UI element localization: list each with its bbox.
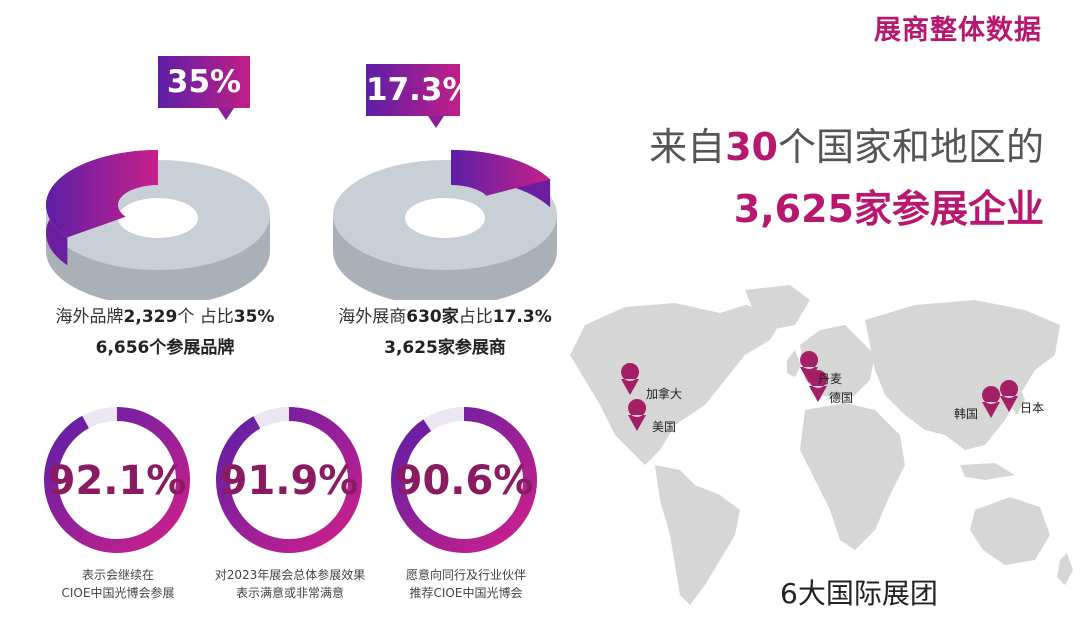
map-north-america xyxy=(570,303,785,465)
headline-pre: 来自 xyxy=(649,125,726,169)
headline-countries: 来自30个国家和地区的 xyxy=(649,116,1044,171)
pie2-callout-tail xyxy=(428,116,444,128)
label-usa: 美国 xyxy=(652,420,677,434)
ring3-arc xyxy=(391,407,537,553)
pin-denmark-icon xyxy=(800,351,819,383)
map-indonesia xyxy=(960,463,1015,480)
pie1-caption-pre: 海外品牌 xyxy=(55,307,124,327)
ring1-caption: 表示会继续在 CIOE中国光博会参展 xyxy=(18,566,218,602)
map-africa xyxy=(800,403,905,550)
pie1-total: 6,656个参展品牌 xyxy=(95,338,235,358)
ring-charts: 92.1% 91.9% 90.6% xyxy=(44,407,537,553)
pie2-caption: 海外展商630家占比17.3% xyxy=(310,302,580,327)
map-title: 6大国际展团 xyxy=(780,577,938,610)
pie1-callout-box: 35% xyxy=(158,56,250,108)
ring2-caption-line1: 对2023年展会总体参展效果 xyxy=(214,568,366,582)
label-japan: 日本 xyxy=(1020,401,1045,415)
ring3-caption: 愿意向同行及行业伙伴 推荐CIOE中国光博会 xyxy=(366,566,566,602)
map-australia xyxy=(970,497,1050,565)
ring2-caption: 对2023年展会总体参展效果 表示满意或非常满意 xyxy=(190,566,390,602)
ring3-caption-line1: 愿意向同行及行业伙伴 xyxy=(405,568,526,582)
pie1-callout: 35% xyxy=(158,56,250,120)
pie1-caption-pct: 35% xyxy=(233,307,275,327)
map-pins xyxy=(621,351,1019,431)
pie1-caption-mid: 个 占比 xyxy=(177,307,234,327)
label-korea: 韩国 xyxy=(954,407,979,421)
ring2-arc xyxy=(216,407,362,553)
map-land xyxy=(570,285,1073,605)
ring1-arc xyxy=(44,407,190,553)
pie2-hole xyxy=(405,198,485,238)
world-map xyxy=(570,285,1073,605)
ring1-value-label: 92.1% xyxy=(48,458,187,504)
pie1-caption: 海外品牌2,329个 占比35% xyxy=(30,302,300,327)
pie2-slice-highlight xyxy=(451,150,551,196)
pie2-callout: 17.3% xyxy=(366,64,474,128)
pin-canada-icon xyxy=(621,363,640,395)
pie1-caption-num: 2,329 xyxy=(123,307,178,327)
pie2-caption-num: 630家 xyxy=(406,307,459,327)
pin-germany-icon xyxy=(809,370,828,402)
map-greenland xyxy=(745,285,810,330)
label-denmark: 丹麦 xyxy=(818,372,843,386)
ring-group: 92.1% 91.9% 90.6% xyxy=(44,407,537,553)
pie2-caption-pre: 海外展商 xyxy=(338,307,407,327)
ring1-caption-line1: 表示会继续在 xyxy=(81,568,154,582)
map-south-america xyxy=(655,465,740,605)
headline-exhibitors: 3,625家参展企业 xyxy=(733,187,1044,231)
ring3-value-label: 90.6% xyxy=(395,458,534,504)
pie2-caption-pct: 17.3% xyxy=(492,307,552,327)
pie1-hole xyxy=(118,198,198,238)
pie2-caption-mid: 占比 xyxy=(458,307,493,327)
pin-usa-icon xyxy=(628,399,647,431)
pie2-slices xyxy=(333,150,557,300)
label-canada: 加拿大 xyxy=(646,387,683,401)
headline-number: 30 xyxy=(725,125,778,169)
pie1-chart xyxy=(46,150,270,300)
map-new-zealand xyxy=(1057,553,1073,585)
map-asia xyxy=(865,300,1060,450)
pin-japan-icon xyxy=(1000,380,1019,412)
ring2-caption-line2: 表示满意或非常满意 xyxy=(235,586,344,600)
ring3-caption-line2: 推荐CIOE中国光博会 xyxy=(409,586,523,600)
map-uk xyxy=(787,350,801,377)
pie2-chart xyxy=(333,150,557,300)
ring1-caption-line2: CIOE中国光博会参展 xyxy=(61,586,175,600)
pie1-slice-highlight xyxy=(46,150,158,238)
ring2-value-label: 91.9% xyxy=(220,458,359,504)
label-germany: 德国 xyxy=(829,391,854,405)
pie1-slices xyxy=(46,150,270,300)
pie1-callout-tail xyxy=(218,108,234,120)
pin-korea-icon xyxy=(982,386,1001,418)
pie2-callout-box: 17.3% xyxy=(366,64,474,116)
headline-post: 个国家和地区的 xyxy=(777,125,1044,169)
pie2-total: 3,625家参展商 xyxy=(384,338,506,358)
header-title: 展商整体数据 xyxy=(874,15,1042,46)
